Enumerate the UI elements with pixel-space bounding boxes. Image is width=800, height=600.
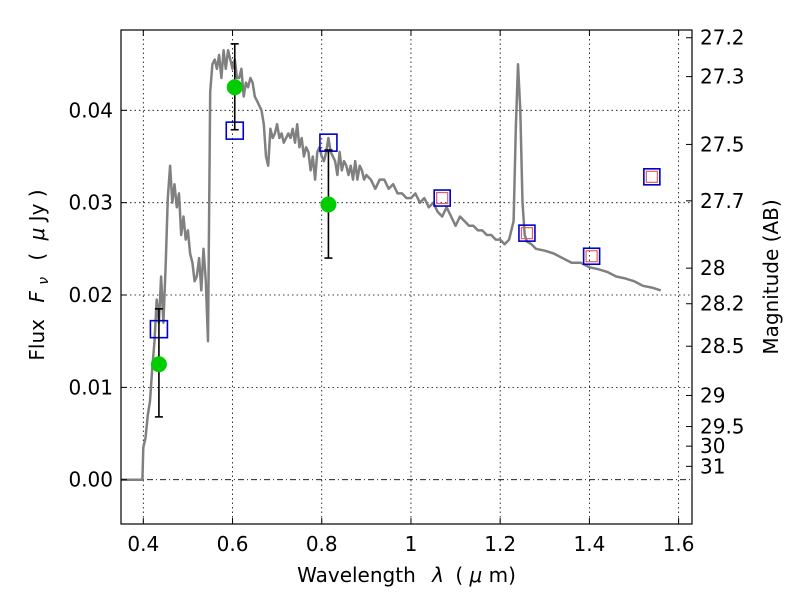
x-axis-label-symbol: λ [431,563,444,587]
axis-ticks: 0.4 0.6 0.8 1 1.2 1.4 1.6 0.00 0.01 0.02 0.03 0.04 2… [68,26,744,556]
magnitude-tick-label: 28.5 [700,334,745,358]
magnitude-tick-label: 29 [700,383,725,407]
magnitude-tick-label: 27.2 [700,26,745,50]
y-axis-label-unit-mu: μ [25,228,49,242]
x-tick-label: 0.4 [127,532,159,556]
magnitude-tick-label: 31 [700,454,725,478]
upper-limit-box [582,247,601,266]
upper-limit-inner-box [436,191,449,205]
observed-point [320,196,337,213]
y-tick-label: 0.03 [68,191,113,215]
magnitude-tick-label: 27.5 [700,132,745,156]
x-tick-label: 1.4 [573,532,605,556]
y-tick-label: 0.00 [68,468,113,492]
upper-limit-inner-box [520,227,534,240]
upper-limit-box [643,168,661,186]
observed-point [226,79,243,96]
x-tick-label: 1.2 [484,532,516,556]
plot-frame [120,29,693,525]
grid-lines [121,30,692,524]
upper-limit-box [518,224,536,242]
magnitude-tick-label: 29.5 [700,415,745,439]
x-axis-label-unit-rest: m) [489,563,516,587]
x-tick-label: 0.8 [306,532,338,556]
x-tick-label: 1 [405,532,418,556]
y-axis-label-prefix: Flux [25,319,49,361]
upper-limit-box [433,189,451,207]
upper-limit-inner-box [645,170,658,183]
y-axis-label-unit-rest: Jy ) [25,189,49,223]
y-axis-label-subscript: ν [36,277,52,285]
x-axis-label-unit-mu: μ [469,563,483,587]
magnitude-tick-label: 27.7 [700,189,745,213]
x-axis-label-prefix: Wavelength [297,563,416,587]
upper-limit-inner-box [585,250,598,263]
x-axis-label: Wavelength λ ( μ m) [297,563,516,587]
y-axis-label: Flux F ν ( μ Jy ) [25,189,53,360]
x-axis-label-unit-open: ( [455,563,463,587]
magnitude-tick-label: 30 [700,434,725,458]
x-tick-label: 1.6 [663,532,695,556]
y-tick-label: 0.02 [68,283,113,307]
magnitude-tick-label: 28 [700,256,725,280]
x-tick-label: 0.6 [217,532,249,556]
y-tick-label: 0.01 [68,375,113,399]
magnitude-tick-label: 28.2 [700,292,745,316]
data-marks [149,43,661,418]
y-tick-label: 0.04 [68,98,113,122]
observed-point [150,356,167,373]
y-axis-label-unit-open: ( [25,253,49,261]
magnitude-tick-label: 27.3 [700,65,745,89]
y-axis-label-symbol: F [25,291,49,303]
magnitude-axis-label: Magnitude (AB) [759,199,783,354]
sed-model-curve [121,49,662,481]
